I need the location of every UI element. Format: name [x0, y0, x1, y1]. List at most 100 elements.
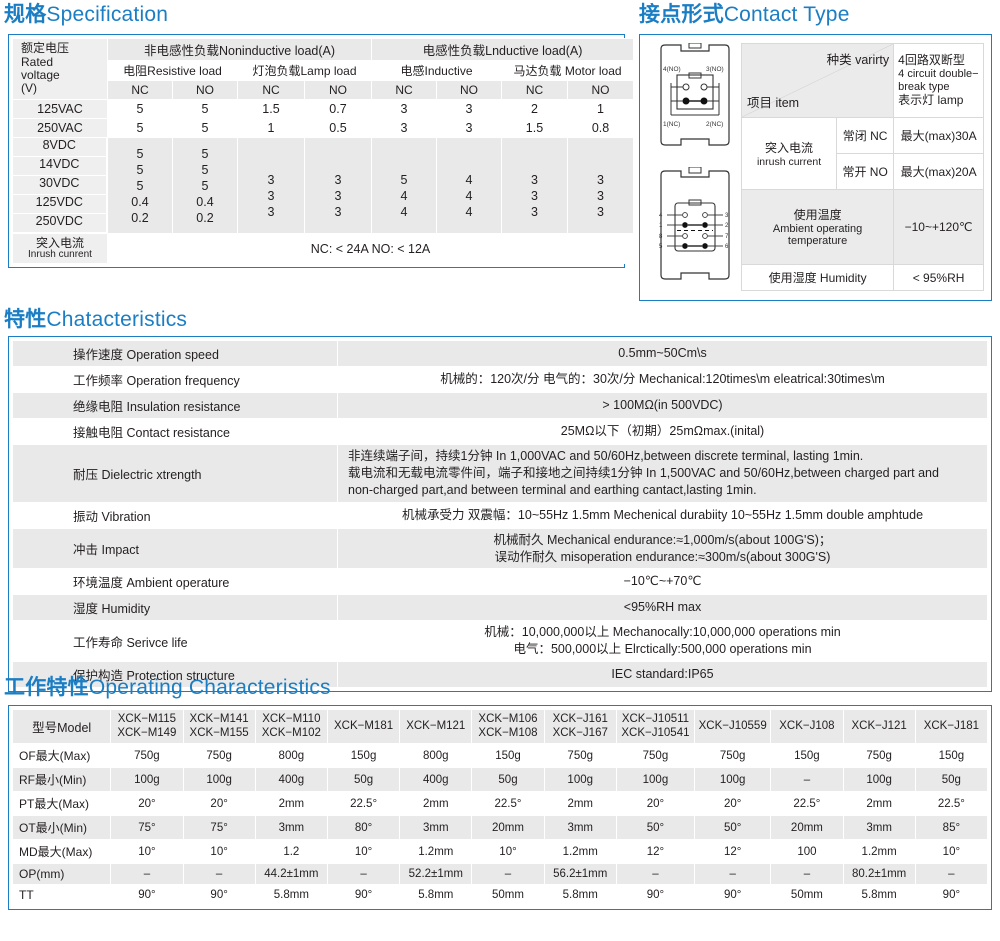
dc-ind-no-1: 4: [465, 188, 473, 203]
nc-label: 常闭 NC: [836, 117, 895, 154]
dc-res-no-1: 5: [201, 163, 209, 177]
dc-res-no-3: 0.4: [196, 195, 214, 209]
voltage-label-8vdc: 8VDC: [12, 138, 107, 157]
dc-voltage-label-stack: 8VDC 14VDC 30VDC 125VDC 250VDC: [12, 138, 108, 234]
operating-value-cell: 80.2±1mm: [842, 863, 916, 886]
ncno-4: NC: [371, 80, 437, 100]
operating-value-cell: 400g: [254, 767, 328, 793]
characteristics-row: 操作速度 Operation speed 0.5mm~50Cm\s: [12, 340, 988, 367]
characteristics-row-value: 25MΩ以下（初期）25mΩmax.(inital): [337, 418, 988, 445]
v-125vac-1: 5: [172, 99, 238, 119]
dc-inductive-no: 4 4 4: [436, 137, 502, 234]
model-name-line1: XCK−J108: [779, 719, 835, 732]
voltage-label-250vdc: 250VDC: [12, 214, 107, 233]
rated-voltage-en3: (V): [21, 81, 37, 96]
dc-lamp-nc-0: 3: [267, 172, 275, 187]
operating-value-cell: 2mm: [842, 791, 916, 817]
v-250vac-1: 5: [172, 118, 238, 138]
v-125vac-0: 5: [107, 99, 173, 119]
noninductive-cn: 非电感性负载: [143, 44, 219, 58]
characteristics-value-line: 误动作耐久 misoperation endurance:≈300m/s(abo…: [494, 549, 831, 564]
ncno-6: NC: [501, 80, 568, 100]
rated-voltage-en2: voltage: [21, 68, 60, 82]
characteristics-value-line: 25MΩ以下（初期）25mΩmax.(inital): [560, 424, 765, 439]
dc-lamp-nc-2: 3: [267, 204, 275, 219]
specification-title-en: Specification: [46, 3, 169, 26]
characteristics-row-value: IEC standard:IP65: [337, 661, 988, 689]
operating-value-cell: 750g: [842, 743, 916, 769]
dc-mot-nc-1: 3: [531, 188, 538, 203]
dc-lamp-no: 3 3 3: [304, 137, 372, 234]
v-250vac-5: 3: [436, 118, 502, 138]
nc-value: 最大(max)30A: [893, 117, 984, 154]
operating-value-cell: 5.8mm: [254, 884, 328, 907]
model-header-cell: XCK−J181: [914, 708, 989, 745]
operating-value-cell: 2mm: [399, 791, 473, 817]
operating-row-label: RF最小(Min): [11, 767, 112, 793]
v-125vac-7: 1: [566, 99, 635, 119]
operating-value-cell: 20°: [182, 791, 256, 817]
v-125vac-6: 2: [501, 99, 568, 119]
v-250vac-0: 5: [107, 118, 173, 138]
v-250vac-6: 1.5: [501, 118, 568, 138]
operating-value-cell: 10°: [110, 839, 184, 865]
dc-inductive-nc: 5 4 4: [371, 137, 437, 234]
operating-value-cell: 12°: [694, 839, 772, 865]
spec-inrush-row: 突入电流 Inrush cunrent NC: < 24A NO: < 12A: [12, 233, 635, 264]
operating-value-cell: 150g: [770, 743, 844, 769]
contact-diagram-top-icon: 4(NO) 3(NO) 1(NC) 2(NC): [660, 43, 730, 146]
spec-row-250vac: 250VAC 5 5 1 0.5 3 3 1.5 0.8: [12, 118, 635, 138]
spec-group-header-row: 额定电压 Rated voltage (V) 非电感性负载Noninductiv…: [12, 38, 635, 100]
dc-lamp-no-0: 3: [334, 172, 342, 187]
dc-res-nc-1: 5: [136, 163, 144, 177]
noninductive-en: Noninductive load(A): [218, 44, 336, 58]
characteristics-row-label: 耐压 Dielectric xtrength: [12, 444, 338, 503]
v-125vac-5: 3: [436, 99, 502, 119]
humidity-label: 使用湿度 Humidity: [740, 264, 895, 291]
model-header-cell: XCK−M181: [326, 708, 401, 745]
ambient-temperature-row: 使用温度 Ambient operating temperature −10~+…: [740, 188, 984, 266]
characteristics-row: 工作寿命 Serivce life 机械：10,000,000以上 Mechano…: [12, 620, 988, 663]
operating-value-cell: 100g: [694, 767, 772, 793]
model-name-line2: XCK−M155: [189, 726, 249, 739]
dc-ind-nc-1: 4: [400, 188, 408, 203]
operating-value-cell: 50mm: [770, 884, 844, 907]
operating-value-cell: 22.5°: [914, 791, 989, 817]
characteristics-value-line: 机械的：120次/分 电气的：30次/分 Mechanical:120times…: [440, 372, 885, 387]
model-name-line1: XCK−M115: [117, 713, 177, 725]
operating-value-cell: 10°: [914, 839, 989, 865]
operating-value-cell: 90°: [914, 884, 989, 907]
model-header-cell: XCK−M106 XCK−M108: [471, 708, 545, 745]
characteristics-row: 湿度 Humidity <95%RH max: [12, 594, 988, 622]
inductive-sub-cn: 电感: [400, 64, 425, 78]
dc-res-nc-2: 5: [136, 179, 144, 193]
spec-row-125vac: 125VAC 5 5 1.5 0.7 3 3 2 1: [12, 99, 635, 119]
no-label: 常开 NO: [836, 152, 895, 190]
operating-data-row: MD最大(Max) 10° 10° 1.2 10° 1.2mm 10° 1.2mm 12° 12°…: [11, 839, 989, 865]
operating-value-cell: –: [770, 863, 844, 886]
spec-ncno-row: NC NO NC NO NC NO NC NO: [13, 80, 635, 100]
characteristics-value-line: non-charged part,and between terminal an…: [348, 482, 757, 497]
operating-value-cell: 1.2mm: [842, 839, 916, 865]
operating-value-cell: 150g: [914, 743, 989, 769]
operating-data-row: OP(mm) – –44.2±1mm –52.2±1mm –56.2±1mm – – –80.…: [11, 863, 989, 886]
operating-value-cell: –: [914, 863, 989, 886]
v-250vac-3: 0.5: [304, 118, 372, 138]
terminal-label-8: 8: [659, 234, 663, 240]
operating-value-cell: 150g: [471, 743, 545, 769]
voltage-label-125vdc: 125VDC: [12, 195, 107, 214]
inrush-current-label-cell: 突入电流 inrush current: [740, 117, 838, 190]
dc-ind-no-2: 4: [465, 204, 473, 219]
rated-voltage-header: 额定电压 Rated voltage (V): [12, 38, 108, 100]
terminal-label-7: 7: [725, 234, 729, 240]
inrush-label-en: Inrush cunrent: [28, 248, 92, 260]
model-name-line1: XCK−J10511: [621, 713, 690, 725]
model-header-cell: XCK−J121: [842, 708, 916, 745]
characteristics-row: 绝缘电阻 Insulation resistance > 100MΩ(in 500…: [12, 392, 988, 419]
voltage-label-250vac: 250VAC: [12, 118, 108, 138]
characteristics-row-label: 绝缘电阻 Insulation resistance: [12, 392, 338, 419]
operating-value-cell: 100: [770, 839, 844, 865]
dc-res-nc-4: 0.2: [131, 211, 149, 225]
operating-value-cell: 750g: [694, 743, 772, 769]
dc-res-no-4: 0.2: [196, 211, 214, 225]
